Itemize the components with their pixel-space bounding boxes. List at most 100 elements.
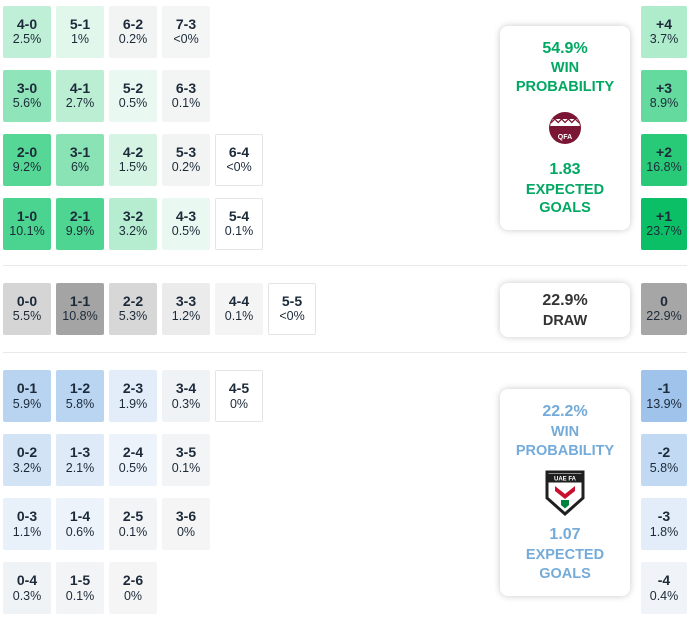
expected-goals-label: GOALS: [539, 200, 591, 217]
score-cell: 4-5 0%: [215, 370, 263, 423]
score-cell: 4-1 2.7%: [56, 70, 104, 122]
score-pct: 0.1%: [65, 588, 95, 603]
score-cell: 0-3 1.1%: [3, 498, 51, 551]
svg-text:QFA: QFA: [558, 134, 572, 141]
score-cell: 1-0 10.1%: [3, 198, 51, 250]
score-cell: 0-1 5.9%: [3, 370, 51, 423]
score-cell: 5-5 <0%: [268, 283, 316, 335]
home-score-grid: 4-0 2.5% 5-1 1% 6-2 0.2% 7-3 <0% 3-0 5.6% 4-1…: [3, 6, 335, 250]
score-label: 1-3: [69, 444, 91, 461]
draw-margin-column: 0 22.9%: [641, 283, 687, 337]
home-margin-column: +4 3.7% +3 8.9% +2 16.8% +1 23.7%: [641, 6, 687, 250]
score-label: 1-2: [69, 380, 91, 397]
goal-margin-cell: 0 22.9%: [641, 283, 687, 335]
score-label: 5-1: [69, 15, 91, 32]
score-cell: 3-2 3.2%: [109, 198, 157, 250]
score-cell: 3-0 5.6%: [3, 70, 51, 122]
away-margin-column: -1 13.9% -2 5.8% -3 1.8% -4 0.4%: [641, 370, 687, 615]
score-pct: 9.2%: [12, 160, 42, 175]
score-row: 0-0 5.5% 1-1 10.8% 2-2 5.3% 3-3 1.2% 4-4 0.1%…: [3, 283, 388, 335]
score-pct: 5.9%: [12, 396, 42, 411]
score-cell: 4-0 2.5%: [3, 6, 51, 58]
draw-score-grid: 0-0 5.5% 1-1 10.8% 2-2 5.3% 3-3 1.2% 4-4 0.1%…: [3, 283, 388, 337]
score-pct: 5.3%: [118, 309, 148, 324]
score-label: 0-0: [16, 292, 38, 309]
margin-pct: 13.9%: [646, 396, 682, 411]
score-cell: 1-4 0.6%: [56, 498, 104, 551]
goal-margin-cell: +2 16.8%: [641, 134, 687, 186]
score-label: 4-5: [228, 380, 250, 397]
score-cell: 2-3 1.9%: [109, 370, 157, 423]
score-cell: 2-5 0.1%: [109, 498, 157, 551]
score-label: 2-0: [16, 143, 38, 160]
score-pct: 0%: [123, 588, 143, 603]
score-label: 3-5: [175, 444, 197, 461]
score-label: 3-4: [175, 380, 197, 397]
score-row: 0-4 0.3% 1-5 0.1% 2-6 0%: [3, 562, 335, 615]
margin-pct: 16.8%: [646, 160, 682, 175]
score-cell: 3-3 1.2%: [162, 283, 210, 335]
away-panel-area: 22.2% WIN PROBABILITY UAE FA 1.07 EXPECT…: [499, 370, 631, 614]
score-cell: 5-3 0.2%: [162, 134, 210, 186]
score-cell: 6-3 0.1%: [162, 70, 210, 122]
win-probability-label: PROBABILITY: [515, 442, 615, 459]
score-label: 3-1: [69, 143, 91, 160]
goal-margin-cell: -4 0.4%: [641, 562, 687, 615]
draw-probability-value: 22.9%: [542, 292, 588, 309]
score-label: 5-5: [281, 292, 303, 309]
score-pct: 10.8%: [62, 309, 98, 324]
score-cell: 5-2 0.5%: [109, 70, 157, 122]
score-label: 3-6: [175, 508, 197, 525]
draw-label: DRAW: [542, 312, 588, 329]
score-label: 2-4: [122, 444, 144, 461]
score-cell: 2-0 9.2%: [3, 134, 51, 186]
score-pct: 0.2%: [171, 160, 201, 175]
score-pct: 0.1%: [224, 224, 254, 239]
margin-label: +4: [656, 15, 672, 32]
draw-panel-area: 22.9% DRAW: [499, 283, 631, 338]
away-win-section: 0-1 5.9% 1-2 5.8% 2-3 1.9% 3-4 0.3% 4-5 0% 0-…: [3, 352, 687, 615]
score-label: 1-0: [16, 207, 38, 224]
score-label: 4-3: [175, 207, 197, 224]
score-cell: 1-5 0.1%: [56, 562, 104, 615]
score-cell: 0-0 5.5%: [3, 283, 51, 335]
draw-section: 0-0 5.5% 1-1 10.8% 2-2 5.3% 3-3 1.2% 4-4 0.1%…: [3, 265, 687, 338]
score-pct: 5.6%: [12, 96, 42, 111]
away-expected-goals-value: 1.07: [549, 526, 581, 544]
score-row: 4-0 2.5% 5-1 1% 6-2 0.2% 7-3 <0%: [3, 6, 335, 58]
score-pct: 2.7%: [65, 96, 95, 111]
score-label: 4-2: [122, 143, 144, 160]
score-label: 4-1: [69, 79, 91, 96]
score-label: 3-2: [122, 207, 144, 224]
score-cell: 2-4 0.5%: [109, 434, 157, 487]
margin-label: -2: [657, 444, 671, 461]
home-expected-goals-value: 1.83: [549, 161, 581, 178]
score-cell: 2-1 9.9%: [56, 198, 104, 250]
score-cell: 4-3 0.5%: [162, 198, 210, 250]
margin-pct: 0.4%: [649, 588, 679, 603]
score-pct: 2.5%: [12, 32, 42, 47]
score-label: 5-2: [122, 79, 144, 96]
win-probability-label: WIN: [550, 60, 580, 77]
margin-label: 0: [660, 292, 668, 309]
expected-goals-label: EXPECTED: [525, 181, 605, 198]
margin-pct: 22.9%: [646, 309, 682, 324]
win-probability-label: WIN: [550, 423, 580, 440]
draw-panel: 22.9% DRAW: [500, 283, 630, 338]
score-cell: 4-2 1.5%: [109, 134, 157, 186]
score-pct: <0%: [226, 160, 252, 175]
score-cell: 0-4 0.3%: [3, 562, 51, 615]
score-pct: 0.1%: [224, 309, 254, 324]
away-win-probability-value: 22.2%: [542, 403, 588, 421]
score-label: 2-5: [122, 508, 144, 525]
uae-fa-crest-icon: UAE FA: [504, 469, 626, 517]
score-pct: 9.9%: [65, 224, 95, 239]
score-label: 6-3: [175, 79, 197, 96]
margin-pct: 1.8%: [649, 524, 679, 539]
goal-margin-cell: +1 23.7%: [641, 198, 687, 250]
score-label: 0-1: [16, 380, 38, 397]
score-pct: 0.1%: [171, 460, 201, 475]
goal-margin-cell: +3 8.9%: [641, 70, 687, 122]
score-pct: 3.2%: [118, 224, 148, 239]
